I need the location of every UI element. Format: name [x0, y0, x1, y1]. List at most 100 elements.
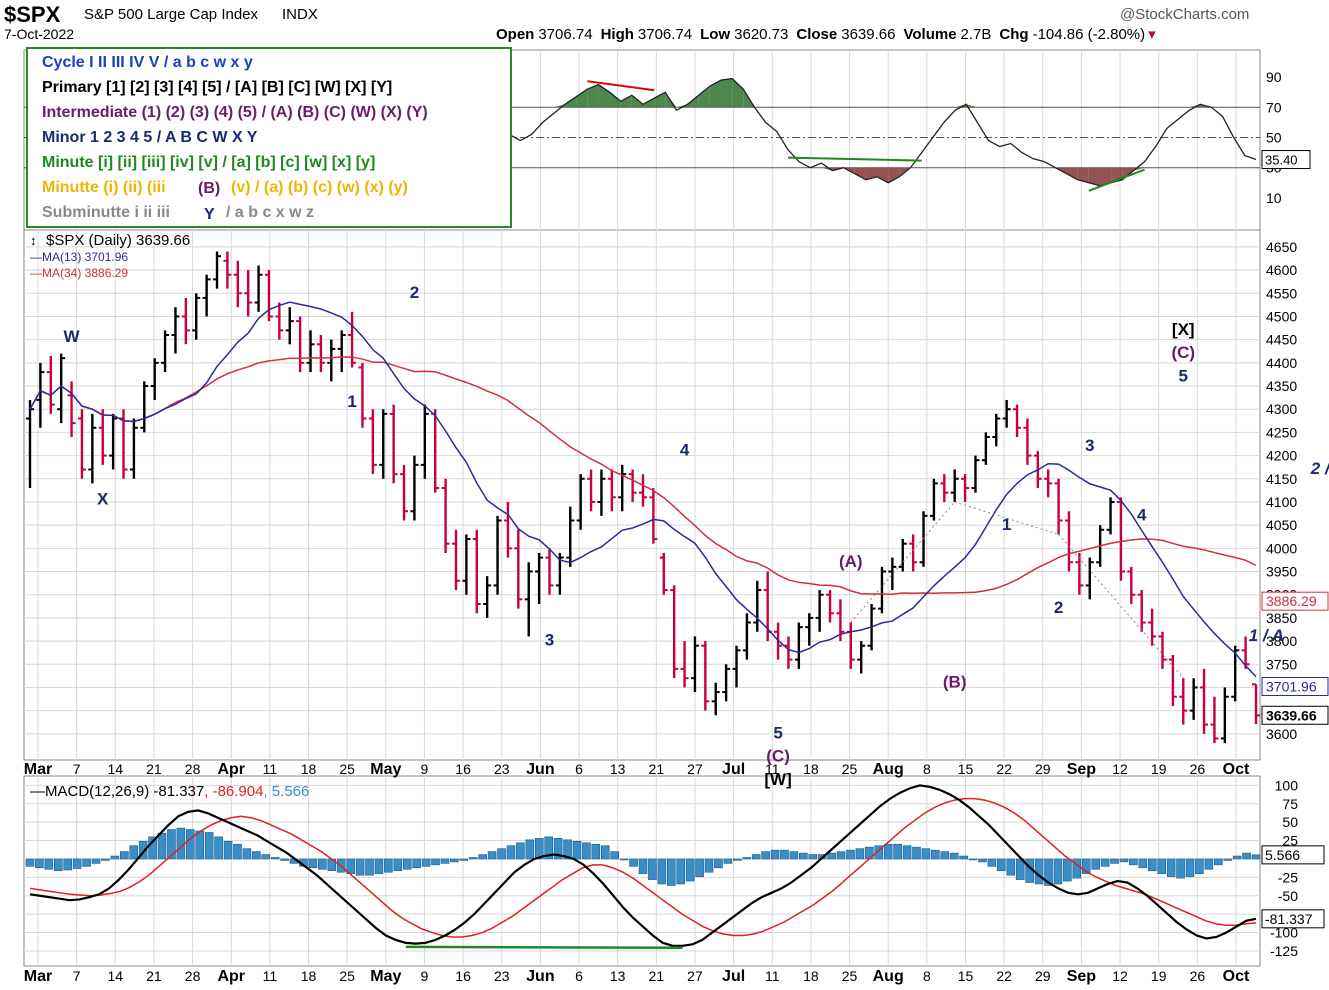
macd-x-tick: 12 — [1112, 968, 1128, 984]
legend-line: Cycle I II III IV V / a b c w x y — [42, 54, 253, 71]
macd-histogram-bar — [421, 858, 431, 867]
wave-label: 2 / B — [1310, 459, 1329, 478]
price-x-tick: 22 — [996, 761, 1012, 777]
macd-legend-item: , -86.904 — [204, 783, 263, 800]
macd-histogram-bar — [761, 851, 770, 860]
macd-histogram-bar — [233, 843, 242, 860]
macd-histogram-bar — [487, 851, 497, 860]
macd-histogram-bar — [931, 849, 940, 860]
macd-histogram-bar — [742, 857, 752, 860]
macd-last-tag — [1261, 845, 1325, 865]
macd-axis-tick: 100 — [1275, 777, 1299, 793]
price-x-tick: Mar — [24, 761, 52, 778]
stat-value: 3639.66 — [841, 26, 896, 43]
macd-histogram-bar — [1053, 858, 1063, 885]
macd-histogram-bar — [402, 858, 412, 870]
rsi-overbought-fill — [654, 92, 666, 108]
index-name: S&P 500 Large Cap Index — [84, 6, 259, 23]
price-tag-box — [1261, 591, 1329, 611]
panel-frames — [23, 49, 1261, 967]
wave-legend-box: Cycle I II III IV V / a b c w x y Primary… — [26, 47, 512, 228]
price-panel — [26, 251, 1260, 744]
rsi-oversold-fill — [1088, 167, 1100, 186]
price-x-tick: 21 — [649, 761, 665, 777]
price-tag-value: 3701.96 — [1266, 679, 1317, 695]
macd-histogram-bar — [572, 840, 582, 860]
wave-label: (A) — [839, 552, 863, 571]
rsi-last-value: 35.40 — [1265, 153, 1298, 168]
macd-histogram-bar — [44, 858, 54, 870]
macd-histogram-bar — [1242, 852, 1251, 860]
macd-histogram-bar — [704, 858, 714, 873]
macd-histogram-bar — [25, 858, 35, 867]
rsi-divergence-line — [787, 156, 922, 162]
macd-axis-tick: 50 — [1282, 814, 1298, 830]
macd-x-tick: Mar — [24, 968, 52, 985]
macd-histogram-bar — [110, 855, 120, 860]
macd-histogram-bar — [751, 854, 761, 860]
macd-histogram-bar — [619, 858, 629, 861]
wave-label: (C) — [766, 747, 790, 766]
rsi-overbought-fill — [576, 89, 588, 108]
legend-line: Minute [i] [ii] [iii] [iv] [v] / [a] [b]… — [42, 154, 376, 171]
stat-label: High — [600, 26, 634, 43]
price-x-tick: 18 — [803, 761, 819, 777]
price-x-tick: 18 — [301, 761, 317, 777]
macd-histogram-bar — [308, 858, 318, 869]
macd-histogram-bar — [35, 858, 44, 869]
macd-histogram-bar — [676, 858, 686, 885]
macd-x-tick: 21 — [649, 968, 665, 984]
rsi-axis-tick: 90 — [1266, 69, 1282, 85]
macd-histogram-bar — [1157, 858, 1166, 874]
macd-histogram-bar — [591, 843, 601, 860]
price-x-tick: 13 — [610, 761, 626, 777]
price-axis-tick: 4000 — [1266, 540, 1297, 556]
price-x-tick: 9 — [421, 761, 429, 777]
macd-histogram-bar — [657, 858, 667, 885]
rsi-last-tag — [1261, 150, 1311, 170]
macd-histogram-bar — [440, 858, 450, 864]
macd-histogram-bar — [648, 858, 657, 880]
macd-line — [29, 784, 1257, 947]
wave-label: 2 — [1054, 598, 1063, 617]
price-legend-item: —MA(34) 3886.29 — [30, 266, 128, 280]
macd-x-tick: 14 — [108, 968, 124, 984]
macd-histogram-bar — [638, 858, 648, 874]
macd-axis-tick: -125 — [1270, 943, 1298, 959]
macd-histogram-bar — [912, 846, 921, 860]
rsi-overbought-fill — [587, 84, 599, 108]
macd-x-tick: Jun — [526, 968, 554, 985]
wave-label: 5 — [1179, 366, 1188, 385]
wave-label: [X] — [1172, 320, 1195, 339]
stat-label: Chg — [999, 26, 1029, 43]
price-legend-item: —MA(13) 3701.96 — [30, 250, 128, 264]
macd-histogram-bar — [355, 858, 365, 876]
rsi-axis-tick: 10 — [1266, 190, 1282, 206]
rsi-divergence-line — [587, 80, 655, 92]
macd-histogram-bar — [157, 832, 167, 860]
macd-histogram-bar — [167, 829, 176, 860]
macd-histogram-bar — [874, 845, 884, 860]
macd-histogram-bar — [53, 858, 63, 872]
macd-histogram-bar — [1213, 858, 1223, 866]
macd-histogram-bar — [610, 851, 620, 860]
macd-histogram-bar — [968, 858, 978, 861]
macd-histogram-bar — [978, 858, 987, 863]
rsi-oversold-fill — [865, 167, 878, 180]
macd-histogram-bar — [223, 840, 233, 860]
macd-last-value: -81.337 — [1265, 911, 1313, 927]
macd-x-tick: 8 — [923, 968, 931, 984]
price-frame — [23, 229, 1261, 761]
macd-histogram-bar — [63, 858, 73, 871]
rsi-overbought-fill — [676, 104, 688, 108]
price-axis-tick: 4150 — [1266, 471, 1297, 487]
macd-histogram-bar — [582, 842, 591, 860]
macd-x-tick: 13 — [610, 968, 626, 984]
macd-histogram-bar — [685, 858, 695, 882]
macd-histogram-bar — [1232, 855, 1242, 860]
rsi-oversold-fill — [888, 167, 900, 183]
macd-histogram-bar — [997, 858, 1006, 872]
rsi-oversold-fill — [877, 167, 889, 183]
price-x-tick: 16 — [455, 761, 471, 777]
macd-histogram-bar — [1223, 858, 1233, 861]
